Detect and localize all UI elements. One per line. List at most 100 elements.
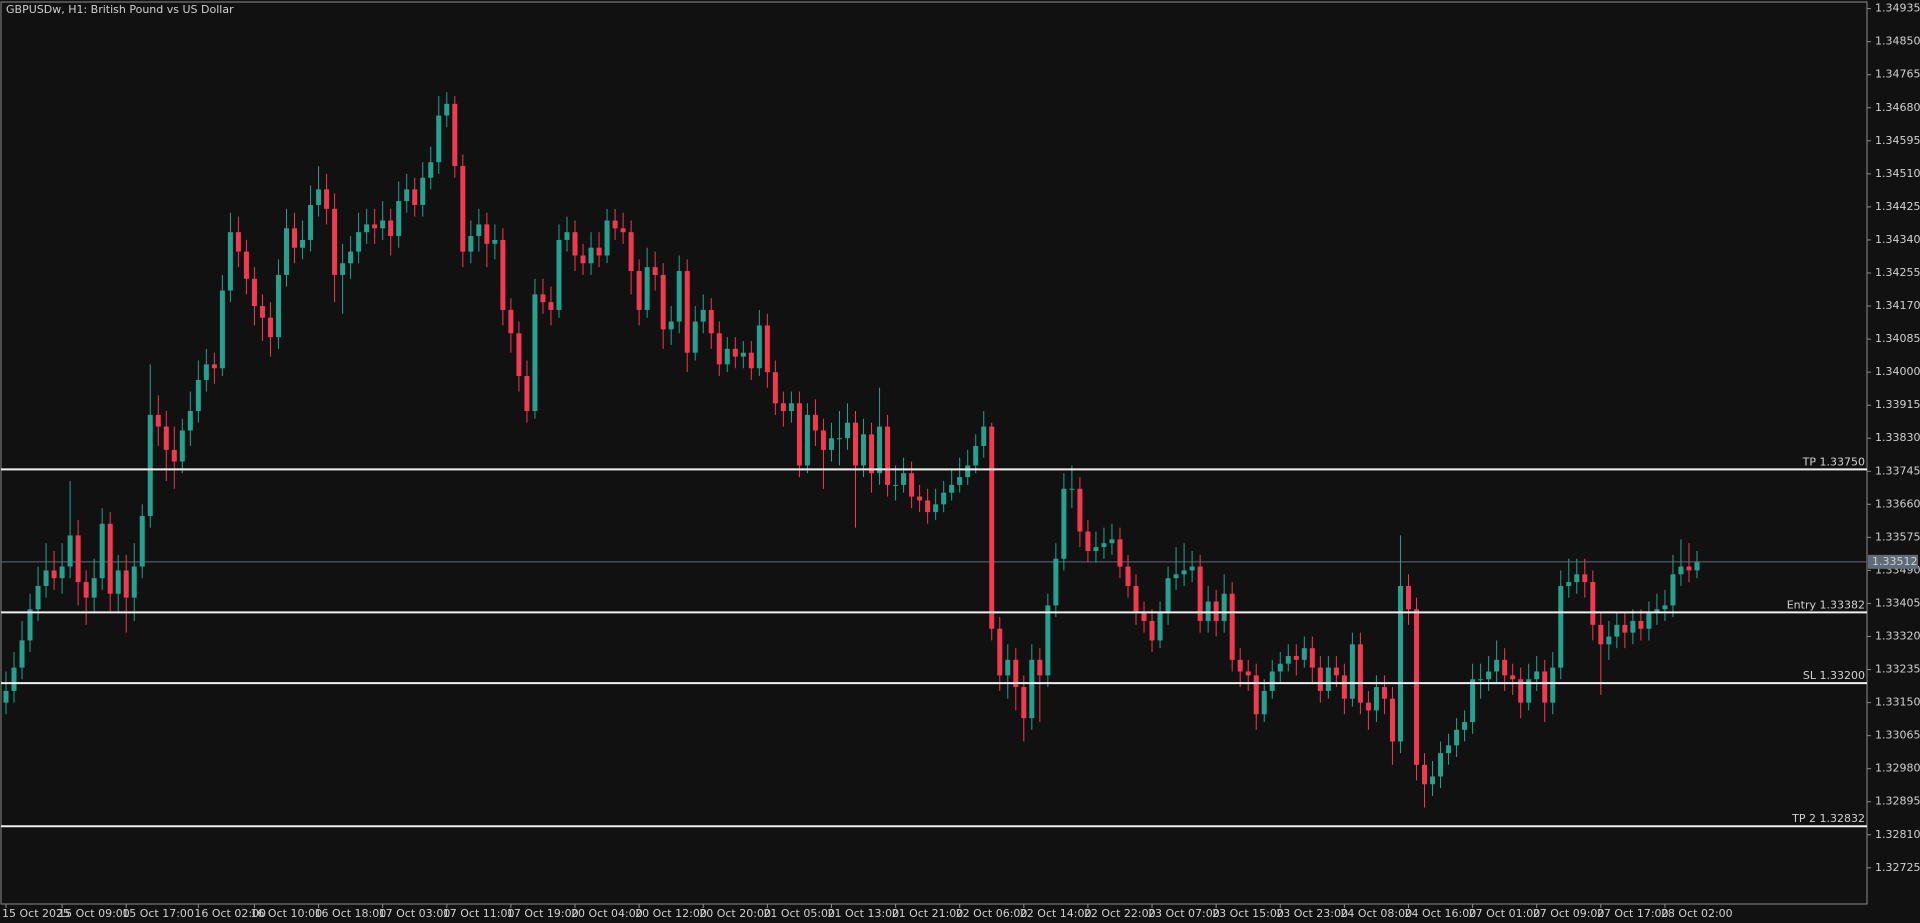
candle-body bbox=[708, 309, 714, 334]
candle-body bbox=[211, 364, 217, 369]
candle-body bbox=[195, 379, 201, 412]
candle-body bbox=[844, 422, 850, 439]
candle-body bbox=[468, 236, 474, 252]
x-tick-label: 27 Oct 17:00 bbox=[1597, 907, 1669, 920]
current-price-tag bbox=[1868, 554, 1918, 569]
candle-body bbox=[724, 348, 730, 365]
x-tick-label: 27 Oct 09:00 bbox=[1533, 907, 1605, 920]
candle-body bbox=[1542, 671, 1548, 703]
plot-border bbox=[0, 1, 1868, 905]
candle-body bbox=[1381, 687, 1387, 699]
x-tick-label: 20 Oct 04:00 bbox=[571, 907, 643, 920]
candle-body bbox=[412, 189, 418, 205]
x-tick-label: 16 Oct 10:00 bbox=[250, 907, 322, 920]
candle-body bbox=[604, 220, 610, 256]
candle-body bbox=[1261, 690, 1267, 715]
candle-body bbox=[652, 267, 658, 275]
candle-body bbox=[380, 220, 386, 229]
y-tick-label: 1.34425 bbox=[1875, 200, 1920, 213]
y-tick-label: 1.33405 bbox=[1875, 596, 1920, 609]
candle-body bbox=[1005, 659, 1011, 676]
candle-body bbox=[1277, 663, 1283, 672]
x-tick-label: 15 Oct 09:00 bbox=[58, 907, 130, 920]
x-tick-label: 28 Oct 02:00 bbox=[1661, 907, 1733, 920]
candle-body bbox=[925, 500, 931, 513]
candle-body bbox=[1582, 574, 1588, 583]
candle-body bbox=[764, 325, 770, 373]
candle-body bbox=[780, 403, 786, 412]
candle-body bbox=[147, 414, 153, 516]
candle-body bbox=[83, 582, 89, 598]
candle-body bbox=[1397, 585, 1403, 742]
candle-body bbox=[957, 477, 963, 485]
candle-body bbox=[1349, 644, 1355, 699]
candle-body bbox=[1309, 648, 1315, 668]
candle-body bbox=[1013, 659, 1019, 688]
y-tick-label: 1.33575 bbox=[1875, 530, 1920, 543]
candle-body bbox=[1678, 566, 1684, 575]
candle-body bbox=[620, 228, 626, 233]
candle-body bbox=[1662, 605, 1668, 610]
candle-body bbox=[1550, 667, 1556, 703]
candle-body bbox=[1125, 566, 1131, 586]
candle-body bbox=[989, 426, 995, 629]
candle-body bbox=[1141, 613, 1147, 621]
y-tick-label: 1.34085 bbox=[1875, 332, 1920, 345]
candle-body bbox=[1590, 582, 1596, 625]
candle-body bbox=[1614, 624, 1620, 637]
candle-body bbox=[1422, 764, 1428, 785]
y-tick-label: 1.33745 bbox=[1875, 464, 1920, 477]
candle-body bbox=[1045, 605, 1051, 676]
candle-body bbox=[1253, 675, 1259, 715]
candle-body bbox=[476, 224, 482, 237]
candle-body bbox=[740, 352, 746, 357]
candle-body bbox=[548, 302, 554, 310]
x-tick-label: 22 Oct 22:00 bbox=[1084, 907, 1156, 920]
candle-body bbox=[1245, 671, 1251, 676]
candle-body bbox=[1446, 745, 1452, 754]
candle-body bbox=[1173, 574, 1179, 579]
candle-body bbox=[316, 189, 322, 205]
candle-body bbox=[436, 115, 442, 163]
x-tick-label: 23 Oct 15:00 bbox=[1212, 907, 1284, 920]
x-tick-label: 16 Oct 18:00 bbox=[315, 907, 387, 920]
candle-body bbox=[444, 103, 450, 116]
x-tick-label: 15 Oct 17:00 bbox=[122, 907, 194, 920]
candle-body bbox=[869, 434, 875, 474]
x-tick-label: 23 Oct 07:00 bbox=[1148, 907, 1220, 920]
y-tick-label: 1.34000 bbox=[1875, 365, 1920, 378]
y-tick-label: 1.34680 bbox=[1875, 101, 1920, 114]
candle-body bbox=[1157, 613, 1163, 641]
chart-title: GBPUSDw, H1: British Pound vs US Dollar bbox=[6, 3, 234, 16]
candle-body bbox=[853, 422, 859, 466]
x-tick-label: 20 Oct 20:00 bbox=[699, 907, 771, 920]
candle-body bbox=[1181, 570, 1187, 575]
candle-body bbox=[1670, 574, 1676, 606]
candle-body bbox=[1438, 753, 1444, 777]
candle-body bbox=[1093, 547, 1099, 551]
candle-body bbox=[492, 239, 498, 244]
candle-body bbox=[372, 224, 378, 229]
candle-body bbox=[187, 411, 193, 431]
y-tick-label: 1.32895 bbox=[1875, 795, 1920, 808]
candle-body bbox=[1694, 561, 1700, 571]
y-tick-label: 1.33915 bbox=[1875, 398, 1920, 411]
y-tick-label: 1.32810 bbox=[1875, 828, 1920, 841]
candle-body bbox=[981, 426, 987, 447]
y-tick-label: 1.33660 bbox=[1875, 497, 1920, 510]
candle-body bbox=[19, 640, 25, 668]
candle-body bbox=[91, 578, 97, 598]
candle-body bbox=[1333, 667, 1339, 676]
candle-body bbox=[636, 271, 642, 310]
candle-body bbox=[259, 306, 265, 318]
candle-body bbox=[1085, 531, 1091, 551]
candle-body bbox=[812, 414, 818, 431]
candle-body bbox=[308, 204, 314, 240]
candle-body bbox=[1189, 566, 1195, 571]
candle-body bbox=[877, 426, 883, 474]
y-tick-label: 1.34170 bbox=[1875, 299, 1920, 312]
candle-body bbox=[820, 430, 826, 450]
candle-body bbox=[660, 274, 666, 330]
candle-body bbox=[300, 239, 306, 248]
candle-body bbox=[1654, 609, 1660, 614]
